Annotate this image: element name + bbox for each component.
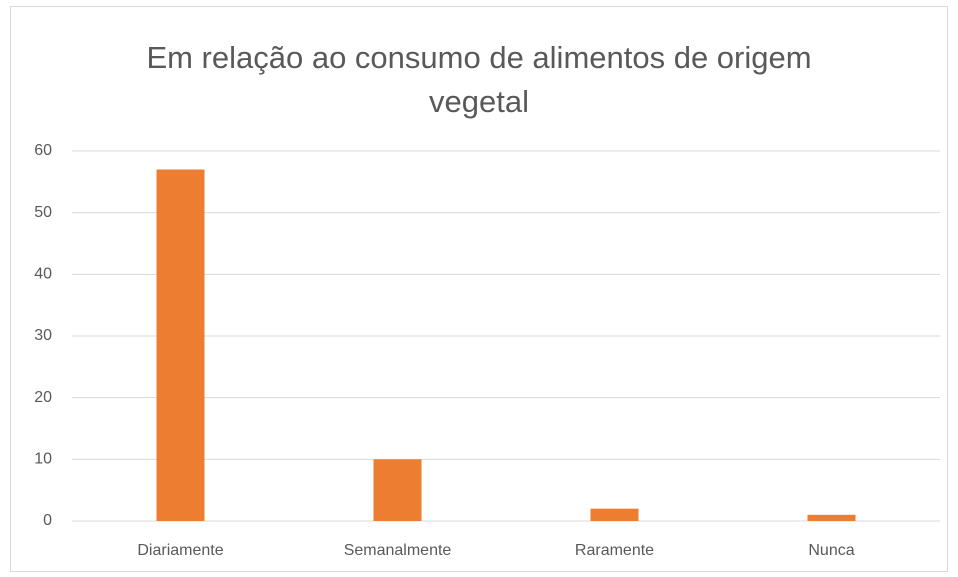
chart-title: Em relação ao consumo de alimentos de or… bbox=[146, 40, 812, 119]
bar bbox=[590, 508, 639, 521]
x-tick-label: Nunca bbox=[808, 542, 854, 559]
y-tick-label: 60 bbox=[34, 142, 52, 159]
x-tick-label: Diariamente bbox=[137, 542, 223, 559]
y-tick-label: 40 bbox=[34, 266, 52, 283]
chart-border bbox=[10, 6, 948, 572]
bar bbox=[373, 459, 422, 521]
y-tick-label: 10 bbox=[34, 451, 52, 468]
y-tick-label: 20 bbox=[34, 389, 52, 406]
y-tick-label: 50 bbox=[34, 204, 52, 221]
y-tick-label: 30 bbox=[34, 327, 52, 344]
bar bbox=[156, 169, 205, 521]
x-tick-label: Semanalmente bbox=[344, 542, 452, 559]
x-tick-label: Raramente bbox=[575, 542, 654, 559]
y-tick-label: 0 bbox=[43, 512, 52, 529]
bar bbox=[807, 514, 856, 521]
